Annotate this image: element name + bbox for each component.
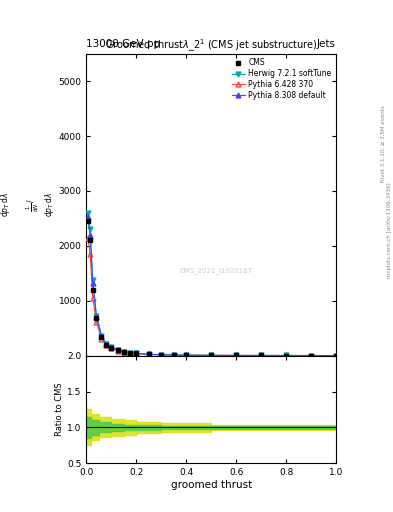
Pythia 8.308 default [209,352,214,358]
Pythia 8.308 default [309,352,314,358]
Text: mcplots.cern.ch [arXiv:1306.3436]: mcplots.cern.ch [arXiv:1306.3436] [387,183,391,278]
Pythia 8.308 default [147,351,151,357]
Line: Herwig 7.2.1 softTune: Herwig 7.2.1 softTune [85,210,338,358]
Pythia 8.308 default [94,314,99,320]
Herwig 7.2.1 softTune [90,277,95,283]
Pythia 6.428 370 [171,352,176,358]
Pythia 6.428 370 [309,352,314,358]
CMS [184,352,189,358]
Pythia 6.428 370 [121,349,126,355]
CMS [109,345,114,351]
CMS [121,349,126,355]
X-axis label: groomed thrust: groomed thrust [171,480,252,490]
Pythia 8.308 default [115,347,120,353]
Pythia 6.428 370 [234,352,239,358]
Pythia 6.428 370 [134,351,139,357]
Herwig 7.2.1 softTune [259,352,264,358]
Pythia 8.308 default [259,352,264,358]
Herwig 7.2.1 softTune [99,332,104,338]
Title: Groomed thrust$\lambda\_2^1$ (CMS jet substructure): Groomed thrust$\lambda\_2^1$ (CMS jet su… [105,37,318,54]
Herwig 7.2.1 softTune [109,344,114,350]
Pythia 6.428 370 [284,352,288,358]
CMS [284,352,288,358]
Pythia 6.428 370 [90,295,95,301]
CMS [94,315,99,322]
Pythia 6.428 370 [109,345,114,351]
CMS [115,347,120,353]
Pythia 6.428 370 [209,352,214,358]
Pythia 8.308 default [128,350,132,356]
CMS [85,218,90,224]
Pythia 8.308 default [90,280,95,286]
Text: Jets: Jets [317,38,336,49]
Pythia 8.308 default [159,352,164,358]
Line: Pythia 6.428 370: Pythia 6.428 370 [85,235,338,358]
Herwig 7.2.1 softTune [209,352,214,358]
Y-axis label: $\mathrm{d}^2N$
$\mathrm{d}p_T\,\mathrm{d}\lambda$

$\frac{1}{\mathrm{d}N}\,/\,$: $\mathrm{d}^2N$ $\mathrm{d}p_T\,\mathrm{… [0,192,56,217]
Herwig 7.2.1 softTune [184,352,189,358]
CMS [234,352,239,358]
Herwig 7.2.1 softTune [85,210,90,216]
Y-axis label: Ratio to CMS: Ratio to CMS [55,382,64,436]
Line: Pythia 8.308 default: Pythia 8.308 default [85,215,338,358]
CMS [209,352,214,358]
Herwig 7.2.1 softTune [134,350,139,356]
Herwig 7.2.1 softTune [309,352,314,358]
CMS [99,334,104,340]
CMS [104,342,109,348]
Pythia 6.428 370 [104,343,109,349]
Herwig 7.2.1 softTune [234,352,239,358]
Pythia 8.308 default [121,349,126,355]
CMS [259,352,264,358]
Herwig 7.2.1 softTune [159,352,164,358]
Pythia 6.428 370 [88,251,93,257]
Herwig 7.2.1 softTune [128,350,132,356]
Text: 13000 GeV pp: 13000 GeV pp [86,38,161,49]
Herwig 7.2.1 softTune [334,352,338,358]
Pythia 6.428 370 [147,351,151,357]
CMS [309,352,314,358]
Pythia 8.308 default [99,333,104,339]
Pythia 6.428 370 [128,350,132,356]
Pythia 6.428 370 [184,352,189,358]
Herwig 7.2.1 softTune [147,351,151,357]
Herwig 7.2.1 softTune [104,340,109,347]
Pythia 6.428 370 [159,352,164,358]
Pythia 8.308 default [184,352,189,358]
Pythia 8.308 default [334,352,338,358]
Line: CMS: CMS [85,219,338,358]
Herwig 7.2.1 softTune [171,352,176,358]
Herwig 7.2.1 softTune [284,352,288,358]
Pythia 6.428 370 [85,234,90,241]
Pythia 8.308 default [134,350,139,356]
Pythia 8.308 default [109,344,114,350]
Pythia 6.428 370 [94,318,99,325]
CMS [147,351,151,357]
CMS [128,350,132,356]
CMS [90,287,95,293]
Herwig 7.2.1 softTune [115,347,120,353]
Legend: CMS, Herwig 7.2.1 softTune, Pythia 6.428 370, Pythia 8.308 default: CMS, Herwig 7.2.1 softTune, Pythia 6.428… [231,57,332,101]
Herwig 7.2.1 softTune [121,349,126,355]
Text: Rivet 3.1.10, ≥ 3.5M events: Rivet 3.1.10, ≥ 3.5M events [381,105,386,182]
Pythia 6.428 370 [259,352,264,358]
Pythia 8.308 default [284,352,288,358]
CMS [159,352,164,358]
Pythia 8.308 default [171,352,176,358]
CMS [134,350,139,356]
CMS [88,237,93,243]
Text: CMS_2021_I1920187: CMS_2021_I1920187 [180,268,253,274]
CMS [334,352,338,358]
Pythia 8.308 default [234,352,239,358]
Herwig 7.2.1 softTune [94,312,99,318]
CMS [171,352,176,358]
Pythia 6.428 370 [115,348,120,354]
Herwig 7.2.1 softTune [88,226,93,232]
Pythia 6.428 370 [99,336,104,342]
Pythia 6.428 370 [334,352,338,358]
Pythia 8.308 default [104,342,109,348]
Pythia 8.308 default [88,232,93,238]
Pythia 8.308 default [85,214,90,220]
